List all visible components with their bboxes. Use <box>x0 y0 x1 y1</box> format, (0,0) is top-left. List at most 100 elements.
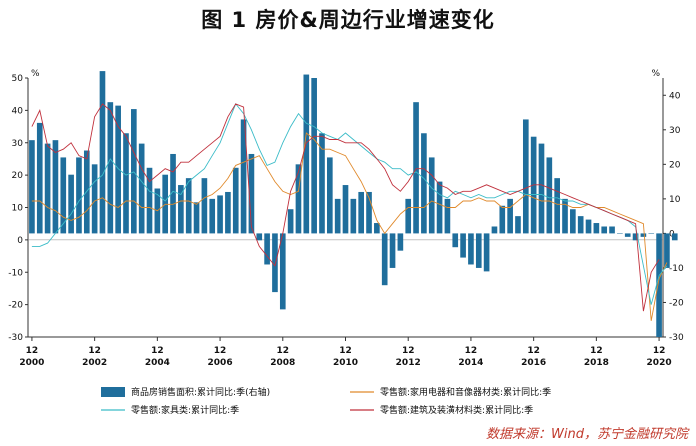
bar-area-sales <box>483 233 490 272</box>
bar-area-sales <box>522 119 529 234</box>
bar-area-sales <box>366 191 372 234</box>
x-tick-month: 12 <box>402 346 415 356</box>
right-axis-unit: % <box>651 69 660 79</box>
bar-area-sales <box>123 133 129 234</box>
bar-area-sales <box>36 122 43 234</box>
bar-area-sales <box>601 226 608 234</box>
bar-area-sales <box>624 233 631 237</box>
bar-area-sales <box>256 233 263 241</box>
x-tick-year: 2000 <box>19 358 44 368</box>
legend-label: 零售额:建筑及装潢材料类:累计同比:季 <box>380 404 533 416</box>
series-line-1 <box>31 132 668 321</box>
bar-area-sales <box>491 226 498 234</box>
legend-label: 商品房销售面积:累计同比:季(右轴) <box>131 386 270 398</box>
data-source: 数据来源：Wind，苏宁金融研究院 <box>486 427 688 442</box>
bar-area-sales <box>460 233 466 258</box>
bar-area-sales <box>671 233 678 241</box>
bar-area-sales <box>436 181 443 234</box>
x-tick-month: 12 <box>653 346 666 356</box>
bar-area-sales <box>185 178 192 234</box>
bar-area-sales <box>609 226 615 234</box>
bar-area-sales <box>29 140 35 234</box>
bar-area-sales <box>570 209 576 234</box>
left-axis-unit: % <box>31 69 40 79</box>
bar-area-sales <box>468 233 474 265</box>
bar-area-sales <box>593 223 600 234</box>
bar-area-sales <box>303 74 310 234</box>
bar-area-sales <box>52 140 59 234</box>
bar-area-sales <box>193 202 200 234</box>
bar-area-sales <box>209 198 216 234</box>
bar-area-sales <box>44 143 51 234</box>
bar-area-sales <box>475 233 482 268</box>
x-tick-month: 12 <box>339 346 352 356</box>
bar-area-sales <box>107 102 114 234</box>
bar-area-sales <box>146 167 153 234</box>
right-tick-label: 30 <box>669 126 681 136</box>
bar-area-sales <box>225 191 231 234</box>
bar-area-sales <box>264 233 270 265</box>
x-tick-year: 2018 <box>584 358 609 368</box>
x-tick-month: 12 <box>88 346 101 356</box>
bar-area-sales <box>546 157 553 234</box>
x-tick-month: 12 <box>465 346 478 356</box>
series-line-3 <box>31 103 660 312</box>
bar-area-sales <box>115 105 121 234</box>
left-tick-label: -30 <box>8 333 23 343</box>
bar-area-sales <box>499 205 506 234</box>
x-tick-month: 12 <box>214 346 227 356</box>
right-tick-label: 20 <box>669 160 681 170</box>
bar-area-sales <box>326 157 333 234</box>
x-tick-year: 2012 <box>396 358 421 368</box>
bar-area-sales <box>91 164 98 234</box>
left-tick-label: 0 <box>17 236 23 246</box>
x-tick-year: 2010 <box>333 358 358 368</box>
x-tick-month: 12 <box>277 346 290 356</box>
bar-area-sales <box>648 233 655 234</box>
bar-area-sales <box>389 233 396 268</box>
bar-area-sales <box>272 233 278 293</box>
bar-area-sales <box>554 178 560 234</box>
left-tick-label: 50 <box>12 74 24 84</box>
right-tick-label: -10 <box>669 264 684 274</box>
bar-area-sales <box>342 185 349 234</box>
x-tick-year: 2016 <box>521 358 546 368</box>
left-tick-label: 20 <box>12 171 24 181</box>
right-tick-label: 40 <box>669 91 681 101</box>
x-tick-year: 2008 <box>270 358 295 368</box>
chart-title: 图 1 房价&周边行业增速变化 <box>201 8 495 32</box>
bar-area-sales <box>350 198 357 234</box>
bar-area-sales <box>240 119 247 234</box>
right-tick-label: -30 <box>669 333 684 343</box>
bar-area-sales <box>515 216 521 234</box>
bar-area-sales <box>413 102 419 234</box>
right-tick-label: 10 <box>669 195 681 205</box>
x-tick-month: 12 <box>590 346 603 356</box>
bar-area-sales <box>428 157 435 234</box>
bar-area-sales <box>562 198 568 234</box>
x-tick-year: 2006 <box>208 358 233 368</box>
bar-area-sales <box>656 233 662 337</box>
bar-area-sales <box>381 233 388 286</box>
legend-swatch-bar <box>101 387 125 397</box>
bar-area-sales <box>632 233 639 241</box>
bar-area-sales <box>170 153 176 234</box>
bar-area-sales <box>311 78 317 234</box>
bar-area-sales <box>60 157 67 234</box>
x-tick-year: 2014 <box>458 358 483 368</box>
bar-area-sales <box>444 198 451 234</box>
left-tick-label: -20 <box>8 301 23 311</box>
x-tick-month: 12 <box>527 346 540 356</box>
bar-area-sales <box>178 185 184 234</box>
bar-area-sales <box>334 198 341 234</box>
x-tick-year: 2002 <box>82 358 107 368</box>
bar-area-sales <box>99 71 106 234</box>
bar-area-sales <box>374 223 380 234</box>
bar-area-sales <box>232 167 239 234</box>
bar-area-sales <box>279 233 286 310</box>
bar-area-sales <box>664 233 670 268</box>
x-tick-month: 12 <box>151 346 164 356</box>
left-tick-label: -10 <box>8 268 23 278</box>
